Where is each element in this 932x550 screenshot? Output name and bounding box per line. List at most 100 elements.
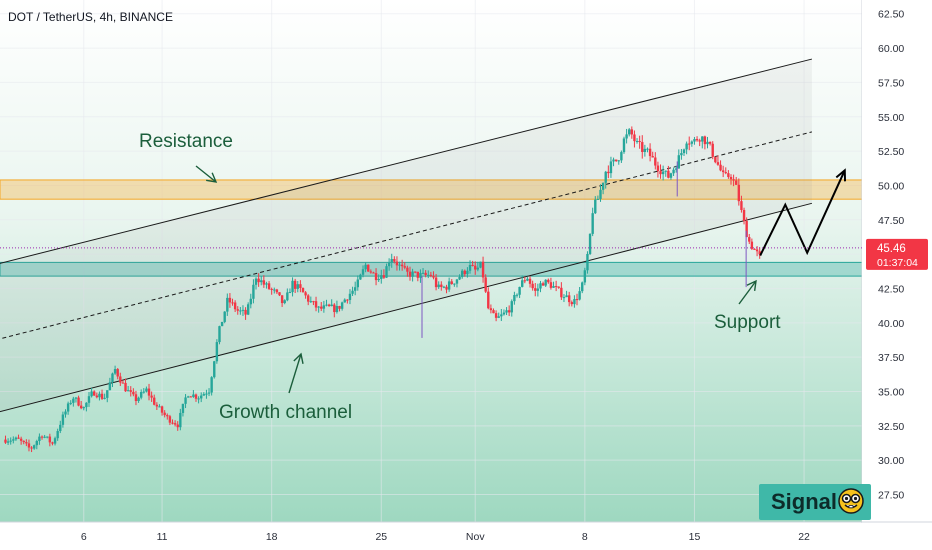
candle-body — [153, 397, 156, 405]
signal-badge-label: Signal — [771, 489, 838, 514]
candle — [163, 410, 166, 418]
candle-body — [518, 286, 521, 295]
candle-body — [192, 394, 195, 397]
candle — [301, 287, 305, 293]
candle-body — [353, 287, 357, 291]
candle-body — [740, 201, 743, 210]
candle — [601, 182, 605, 195]
candle — [479, 261, 482, 269]
candle — [531, 280, 534, 291]
candle-body — [745, 220, 748, 238]
candle — [690, 140, 694, 147]
candle — [299, 280, 302, 293]
candle — [560, 282, 563, 300]
candle-body — [489, 308, 493, 311]
candle — [72, 396, 75, 407]
candle-body — [390, 259, 393, 263]
candle — [502, 309, 506, 316]
candle — [314, 296, 318, 312]
candle-body — [27, 443, 31, 448]
candle — [387, 258, 391, 271]
x-tick-label: 18 — [266, 531, 278, 543]
candle-body — [539, 283, 542, 289]
candle — [283, 299, 286, 305]
candle — [90, 387, 93, 398]
candle-body — [226, 297, 229, 312]
candle-body — [64, 411, 67, 415]
candle — [567, 291, 571, 307]
candle — [510, 299, 513, 317]
candle — [562, 294, 566, 303]
candle-body — [601, 182, 605, 190]
candle-body — [335, 306, 339, 313]
candle — [239, 306, 242, 315]
candle-body — [166, 415, 169, 417]
candle-body — [638, 140, 641, 143]
candle — [677, 149, 680, 169]
candle — [267, 281, 271, 291]
candle — [614, 159, 618, 162]
candle — [265, 281, 268, 289]
candle — [466, 267, 469, 278]
candle — [575, 293, 579, 306]
nerd-face-icon — [838, 488, 864, 514]
candle — [184, 394, 187, 409]
candle — [197, 396, 200, 404]
candle — [453, 283, 456, 287]
candle — [648, 143, 652, 162]
candle — [654, 152, 657, 170]
candle-body — [583, 270, 587, 283]
candle — [223, 311, 226, 324]
candle-body — [403, 266, 406, 268]
candle — [518, 286, 521, 299]
candle — [729, 174, 733, 185]
candle-body — [32, 445, 36, 449]
candle — [494, 310, 498, 322]
candle — [241, 305, 245, 316]
candle — [395, 256, 399, 271]
candle-body — [189, 396, 192, 398]
candle — [745, 217, 748, 238]
candle — [651, 151, 654, 158]
candle-body — [562, 297, 566, 299]
candle — [278, 292, 281, 297]
candle — [262, 275, 266, 288]
candle-body — [680, 153, 683, 156]
projection-path — [759, 169, 846, 256]
candle-body — [447, 281, 451, 290]
candle — [173, 420, 177, 427]
candle — [708, 141, 712, 146]
candle — [755, 246, 759, 257]
candle — [288, 288, 292, 294]
candle — [12, 436, 15, 444]
candle — [111, 372, 114, 388]
candle-body — [150, 395, 153, 398]
candle-body — [30, 447, 33, 449]
y-tick-label: 30.00 — [878, 455, 904, 467]
candle-body — [158, 406, 161, 408]
candle — [35, 439, 38, 450]
candle-body — [197, 398, 200, 400]
candle — [69, 400, 72, 406]
candle-body — [38, 436, 41, 442]
candle — [440, 281, 443, 291]
candle-body — [398, 264, 401, 266]
candle — [286, 288, 289, 302]
candle-body — [260, 280, 263, 283]
candle-body — [239, 310, 242, 312]
x-axis-panel — [0, 523, 862, 550]
candle — [171, 419, 174, 425]
candle-body — [737, 184, 741, 202]
candle — [166, 413, 169, 420]
signal-badge: Signal — [759, 484, 871, 520]
candle-body — [113, 369, 117, 374]
candle — [192, 390, 195, 398]
candle — [236, 306, 239, 315]
candle-body — [468, 264, 472, 271]
current-price-tag — [866, 238, 928, 270]
candle-body — [625, 134, 628, 139]
x-tick-label: 6 — [81, 531, 87, 543]
candle-body — [4, 439, 7, 443]
candle-body — [560, 287, 563, 298]
candle — [442, 285, 446, 289]
